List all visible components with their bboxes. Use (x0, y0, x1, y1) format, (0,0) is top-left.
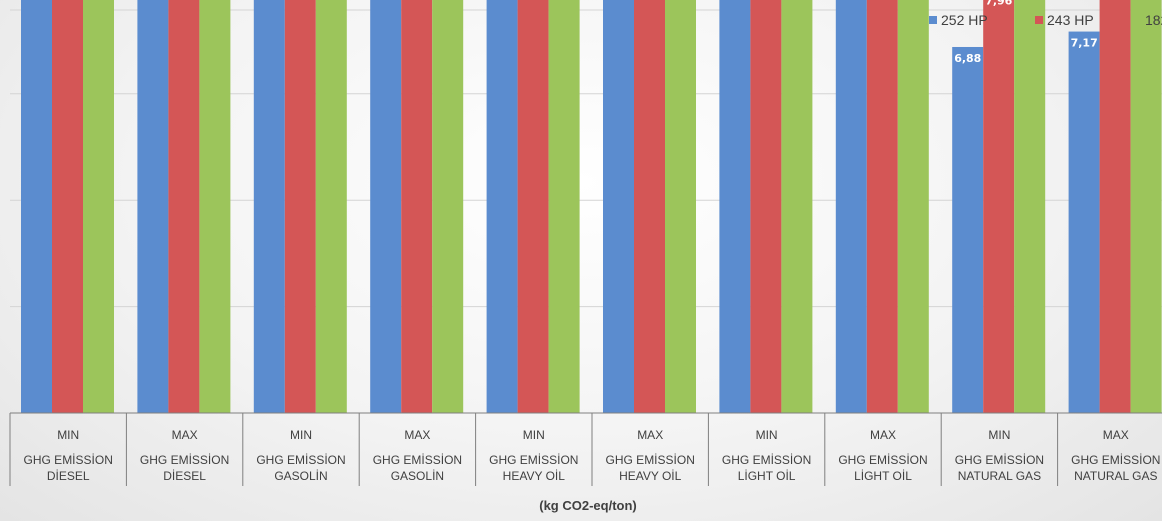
bar-243-hp (983, 0, 1015, 413)
legend-swatch (1133, 16, 1141, 24)
tick-label-bottom: GASOLİN (391, 469, 444, 483)
data-label: 7,17 (1071, 37, 1098, 50)
tick-label-bottom: LİGHT OİL (738, 469, 796, 483)
bar-243-hp (168, 0, 200, 414)
tick-label-bottom: NATURAL GAS (958, 469, 1041, 483)
bars (21, 0, 1162, 414)
bar-252-hp (137, 0, 169, 414)
tick-label-top: MIN (523, 428, 545, 442)
legend-entry: 243 HP (1047, 12, 1094, 28)
bar-182-hp (665, 0, 696, 413)
tick-label-mid: GHG EMİSSİON (256, 453, 345, 467)
bar-182-hp (1130, 0, 1162, 413)
data-label: 6,88 (954, 52, 981, 65)
bar-252-hp (253, 0, 285, 413)
bar-243-hp (401, 0, 433, 414)
bar-252-hp (486, 0, 518, 413)
bar-182-hp (781, 0, 813, 413)
bar-182-hp (315, 0, 347, 413)
x-axis-title: (kg CO2-eq/ton) (539, 498, 637, 513)
data-label: 7,96 (985, 0, 1012, 8)
bar-252-hp (952, 46, 984, 413)
bar-243-hp (1099, 0, 1131, 413)
tick-label-mid: GHG EMİSSİON (955, 453, 1044, 467)
tick-label-bottom: GASOLİN (274, 469, 327, 483)
tick-label-bottom: NATURAL GAS (1074, 469, 1157, 483)
bar-243-hp (517, 0, 549, 413)
tick-label-mid: GHG EMİSSİON (140, 453, 229, 467)
tick-label-top: MIN (290, 428, 312, 442)
bar-252-hp (719, 0, 751, 413)
data-labels: 8,899,188,608,609,4610,048,899,186,887,1… (954, 0, 1098, 65)
tick-label-top: MIN (988, 428, 1010, 442)
bar-243-hp (634, 0, 665, 414)
legend: 252 HP 243 HP 182 HP (929, 12, 1162, 28)
x-axis: MIN GHG EMİSSİON DİESEL MAX GHG EMİSSİON DİES… (9, 412, 1162, 486)
tick-label-top: MAX (1103, 428, 1129, 442)
legend-entry: 252 HP (941, 12, 988, 28)
tick-label-bottom: HEAVY OİL (503, 469, 566, 483)
bar-243-hp (52, 0, 83, 413)
tick-label-mid: GHG EMİSSİON (1071, 453, 1160, 467)
tick-label-top: MAX (172, 428, 198, 442)
tick-label-bottom: DİESEL (47, 469, 90, 483)
tick-label-mid: GHG EMİSSİON (722, 453, 811, 467)
bar-182-hp (199, 0, 231, 413)
legend-swatch (1035, 16, 1043, 24)
bar-252-hp (1068, 31, 1100, 413)
tick-label-bottom: DİESEL (163, 469, 206, 483)
bar-182-hp (83, 0, 114, 413)
tick-label-top: MAX (870, 428, 896, 442)
tick-label-bottom: LİGHT OİL (854, 469, 912, 483)
tick-label-top: MAX (637, 428, 663, 442)
legend-entry: 182 HP (1145, 12, 1162, 28)
legend-swatch (929, 16, 937, 24)
bar-252-hp (603, 0, 634, 413)
tick-label-mid: GHG EMİSSİON (24, 453, 113, 467)
bar-243-hp (750, 0, 782, 413)
bar-243-hp (866, 0, 898, 414)
tick-label-mid: GHG EMİSSİON (489, 453, 578, 467)
tick-label-bottom: HEAVY OİL (619, 469, 682, 483)
tick-label-top: MAX (404, 428, 430, 442)
bar-182-hp (1014, 0, 1046, 414)
bar-243-hp (284, 0, 316, 414)
bar-182-hp (548, 0, 580, 413)
tick-label-top: MIN (756, 428, 778, 442)
tick-label-mid: GHG EMİSSİON (373, 453, 462, 467)
bar-182-hp (897, 0, 929, 413)
tick-label-mid: GHG EMİSSİON (838, 453, 927, 467)
tick-label-top: MIN (57, 428, 79, 442)
bar-252-hp (370, 0, 402, 413)
tick-label-mid: GHG EMİSSİON (606, 453, 695, 467)
bar-252-hp (21, 0, 52, 413)
bar-252-hp (835, 0, 867, 414)
bar-182-hp (432, 0, 464, 413)
